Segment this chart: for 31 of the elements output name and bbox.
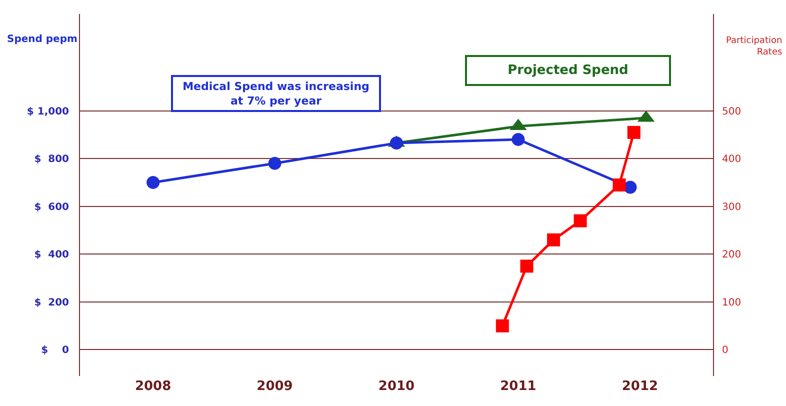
y-tick-label: $ 1,000	[26, 106, 70, 118]
annotation: Projected Spend	[508, 63, 628, 78]
y-tick-label: $ 200	[34, 297, 70, 308]
x-tick-label: 2011	[500, 379, 536, 394]
y2-tick-label: 0	[722, 345, 728, 356]
y-axis-title: Spend pepm	[7, 34, 78, 45]
y2-tick-label: 500	[722, 106, 742, 118]
y-tick-label: $ 0	[41, 345, 70, 356]
point	[268, 156, 282, 170]
annotation: Medical Spend was increasing at 7% per year	[182, 80, 370, 108]
y2-axis-title: Participation Rates	[726, 36, 782, 58]
y2-tick-label: 300	[722, 202, 742, 213]
x-tick-label: 2012	[622, 379, 658, 394]
y2-tick-label: 100	[722, 297, 742, 308]
y2-tick-label: 200	[722, 250, 742, 261]
point	[390, 136, 403, 150]
point	[547, 233, 560, 246]
x-tick-label: 2008	[134, 379, 172, 394]
point	[612, 178, 626, 192]
x-tick-label: 2009	[256, 379, 293, 394]
y-tick-label: $ 600	[34, 202, 70, 213]
y-tick-label: $ 800	[34, 154, 70, 166]
x-tick-label: 2010	[378, 379, 415, 394]
point	[574, 214, 587, 228]
point	[512, 132, 525, 146]
point	[146, 176, 160, 189]
point	[496, 319, 509, 332]
y-tick-label: $ 400	[34, 250, 70, 261]
y2-tick-label: 400	[722, 154, 742, 166]
point	[520, 260, 534, 273]
point	[627, 126, 640, 139]
